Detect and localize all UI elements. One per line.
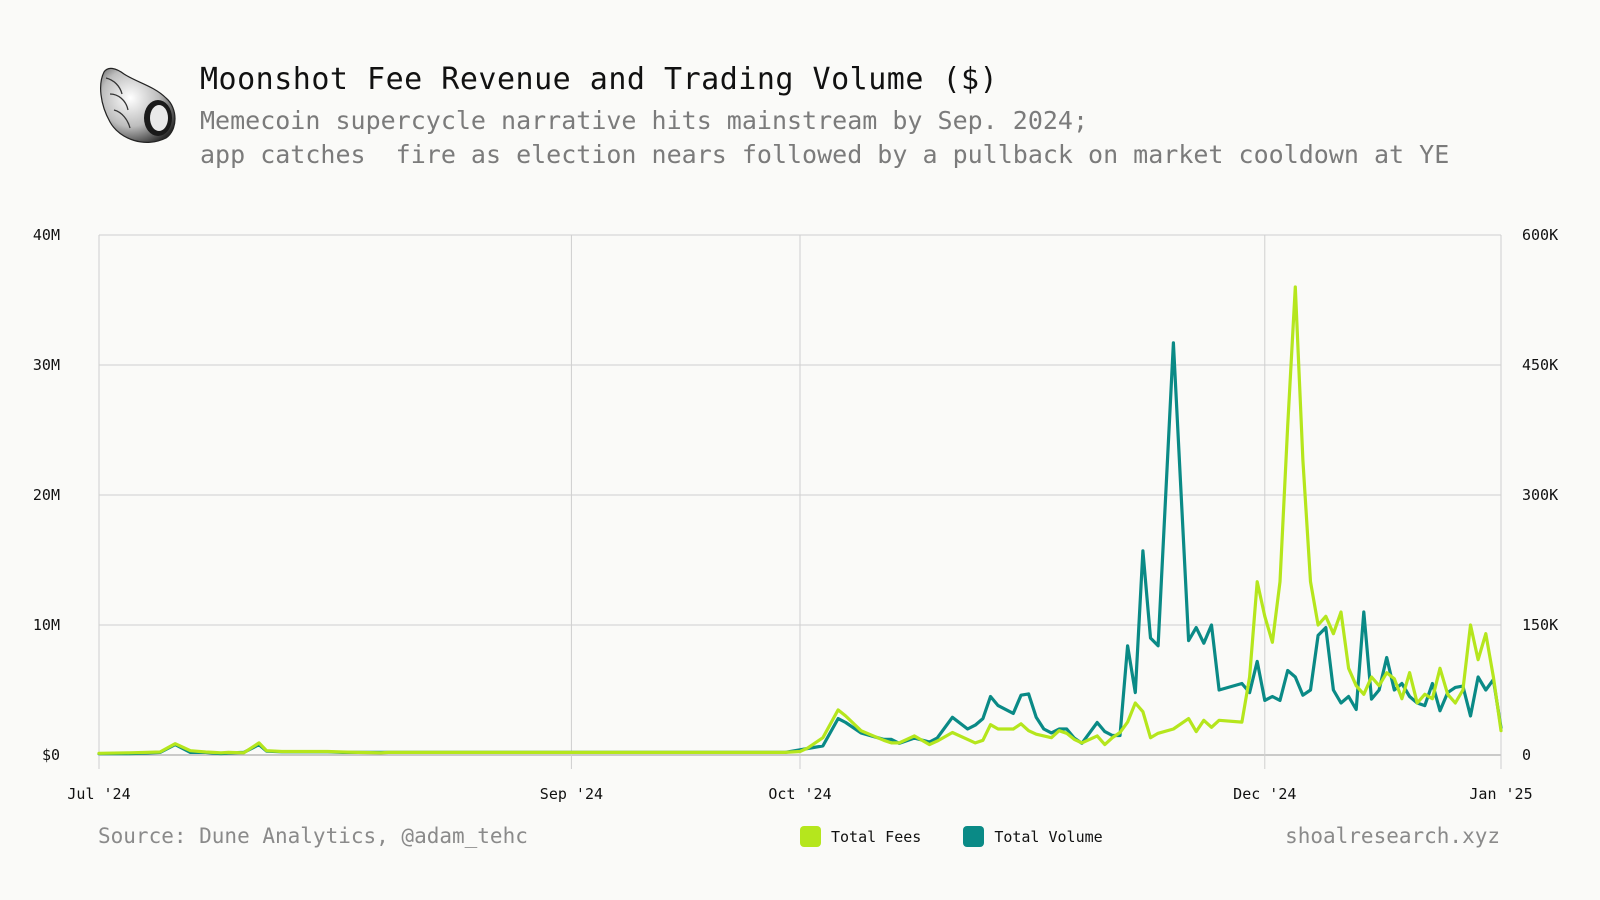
y-right-tick-label: 150K: [1522, 616, 1558, 634]
subtitle-line-2: app catches fire as election nears follo…: [200, 140, 1450, 169]
x-tick-label: Oct '24: [768, 785, 831, 803]
series-line-total-fees: [97, 285, 1503, 755]
x-tick-label: Dec '24: [1233, 785, 1296, 803]
y-right-tick-label: 300K: [1522, 486, 1558, 504]
y-right-tick-label: 600K: [1522, 226, 1558, 244]
x-tick-label: Jan '25: [1469, 785, 1532, 803]
source-note: Source: Dune Analytics, @adam_tehc: [98, 824, 528, 848]
legend-label-total-fees: Total Fees: [831, 827, 922, 846]
subtitle-line-1: Memecoin supercycle narrative hits mains…: [200, 106, 1089, 135]
y-right-tick-label: 0: [1522, 746, 1531, 764]
x-tick-label: Sep '24: [540, 785, 603, 803]
seashell-icon: [100, 67, 176, 143]
y-left-tick-label: $0: [42, 746, 60, 764]
y-left-tick-label: 20M: [33, 486, 60, 504]
y-left-tick-label: 40M: [33, 226, 60, 244]
legend-label-total-volume: Total Volume: [994, 827, 1103, 846]
y-left-tick-label: 10M: [33, 616, 60, 634]
y-left-tick-label: 30M: [33, 356, 60, 374]
legend-item-total-volume: Total Volume: [963, 826, 1103, 847]
chart-subtitle: Memecoin supercycle narrative hits mains…: [200, 104, 1449, 172]
y-right-tick-label: 450K: [1522, 356, 1558, 374]
site-credit: shoalresearch.xyz: [1285, 824, 1500, 848]
seashell-logo: [96, 64, 180, 148]
legend-item-total-fees: Total Fees: [800, 826, 921, 847]
chart-title: Moonshot Fee Revenue and Trading Volume …: [200, 62, 999, 97]
legend-swatch-total-fees: [800, 826, 821, 847]
chart-legend: Total Fees Total Volume: [800, 826, 1103, 847]
x-tick-label: Jul '24: [67, 785, 130, 803]
legend-swatch-total-volume: [963, 826, 985, 847]
